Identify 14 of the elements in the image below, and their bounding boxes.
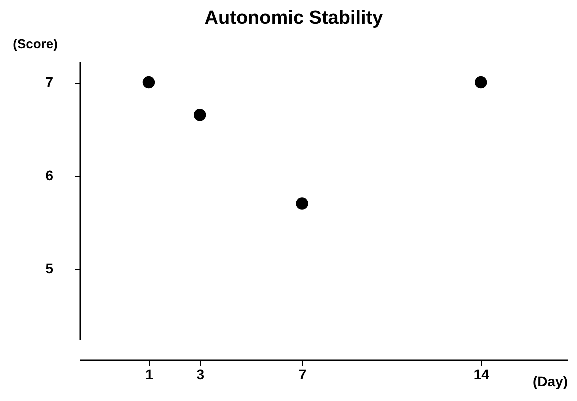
y-axis-title: (Score) [13,36,58,52]
x-tick-label: 14 [474,366,490,382]
point [475,76,488,89]
y-tick-label: 6 [46,167,54,184]
chart-title: Autonomic Stability [204,8,384,29]
x-axis-title: (Day) [532,374,568,390]
x-tick-label: 7 [298,366,307,382]
y-tick-label: 7 [46,74,54,90]
y-tick-label: 5 [46,260,54,277]
point [194,109,206,122]
x-tick-label: 1 [146,366,154,382]
point [142,76,156,89]
x-tick-label: 3 [196,366,205,382]
point [296,198,308,210]
